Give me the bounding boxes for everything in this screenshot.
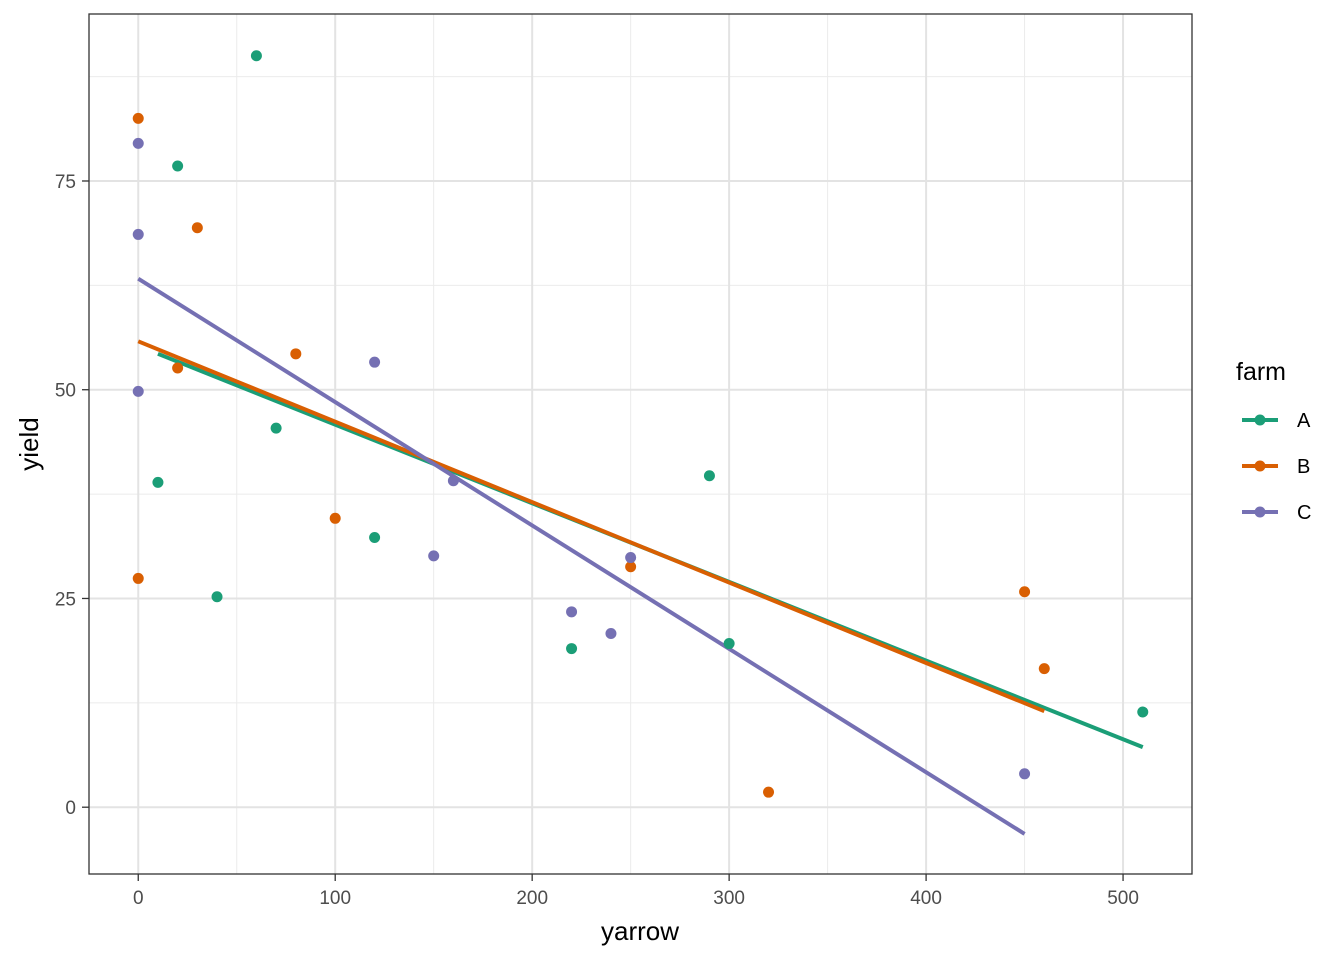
legend-point: [1254, 506, 1266, 518]
point-B: [625, 561, 637, 573]
panel-border: [88, 13, 1193, 875]
x-axis-ticks: 0 100 200 300 400 500: [133, 874, 1139, 909]
y-axis-title: yield: [14, 417, 44, 470]
x-tick-label: 500: [1107, 888, 1139, 909]
panel-background: [89, 14, 1192, 874]
fit-lines: [137, 276, 1144, 836]
point-A: [566, 643, 578, 655]
fit-line-B: [137, 339, 1046, 714]
x-tick-label: 200: [516, 888, 548, 909]
legend-title: farm: [1236, 358, 1286, 386]
x-tick-label: 0: [133, 888, 144, 909]
point-A: [211, 591, 223, 603]
y-tick-label: 0: [65, 798, 76, 819]
y-axis-ticks: 0 25 50 75: [55, 172, 89, 819]
y-tick-label: 25: [55, 589, 76, 610]
point-C: [132, 137, 144, 149]
data-points: [132, 50, 1149, 798]
point-B: [290, 348, 302, 360]
point-B: [1038, 663, 1050, 675]
point-A: [1137, 706, 1149, 718]
point-A: [152, 476, 164, 488]
point-C: [132, 385, 144, 397]
point-B: [132, 112, 144, 124]
point-C: [132, 228, 144, 240]
x-tick-label: 300: [713, 888, 745, 909]
point-B: [329, 512, 341, 524]
x-tick-label: 100: [319, 888, 351, 909]
y-tick-label: 75: [55, 172, 76, 193]
x-axis-title: yarrow: [601, 916, 679, 946]
point-A: [369, 532, 381, 544]
point-C: [428, 550, 440, 562]
point-C: [625, 552, 637, 564]
major-gridlines: [89, 14, 1192, 874]
legend-point: [1254, 460, 1266, 472]
minor-gridlines: [89, 14, 1192, 874]
point-B: [191, 222, 203, 234]
point-A: [270, 422, 282, 434]
point-A: [723, 638, 735, 650]
legend-key-B: B: [1242, 456, 1310, 478]
legend-label: B: [1297, 456, 1310, 478]
fit-line-C: [137, 276, 1026, 836]
legend-point: [1254, 414, 1266, 426]
point-A: [172, 160, 184, 172]
y-tick-label: 50: [55, 381, 76, 402]
point-A: [703, 470, 715, 482]
legend-key-A: A: [1242, 410, 1311, 432]
point-C: [369, 356, 381, 368]
point-C: [605, 628, 617, 640]
point-C: [447, 475, 459, 487]
legend-label: C: [1297, 502, 1311, 524]
point-C: [1019, 768, 1031, 780]
legend: farm A B C: [1236, 358, 1311, 524]
point-B: [132, 572, 144, 584]
point-B: [1019, 586, 1031, 598]
point-C: [566, 606, 578, 618]
point-B: [763, 786, 775, 798]
legend-key-C: C: [1242, 502, 1311, 524]
legend-label: A: [1297, 410, 1311, 432]
point-B: [172, 362, 184, 374]
point-A: [250, 50, 262, 62]
x-tick-label: 400: [910, 888, 942, 909]
